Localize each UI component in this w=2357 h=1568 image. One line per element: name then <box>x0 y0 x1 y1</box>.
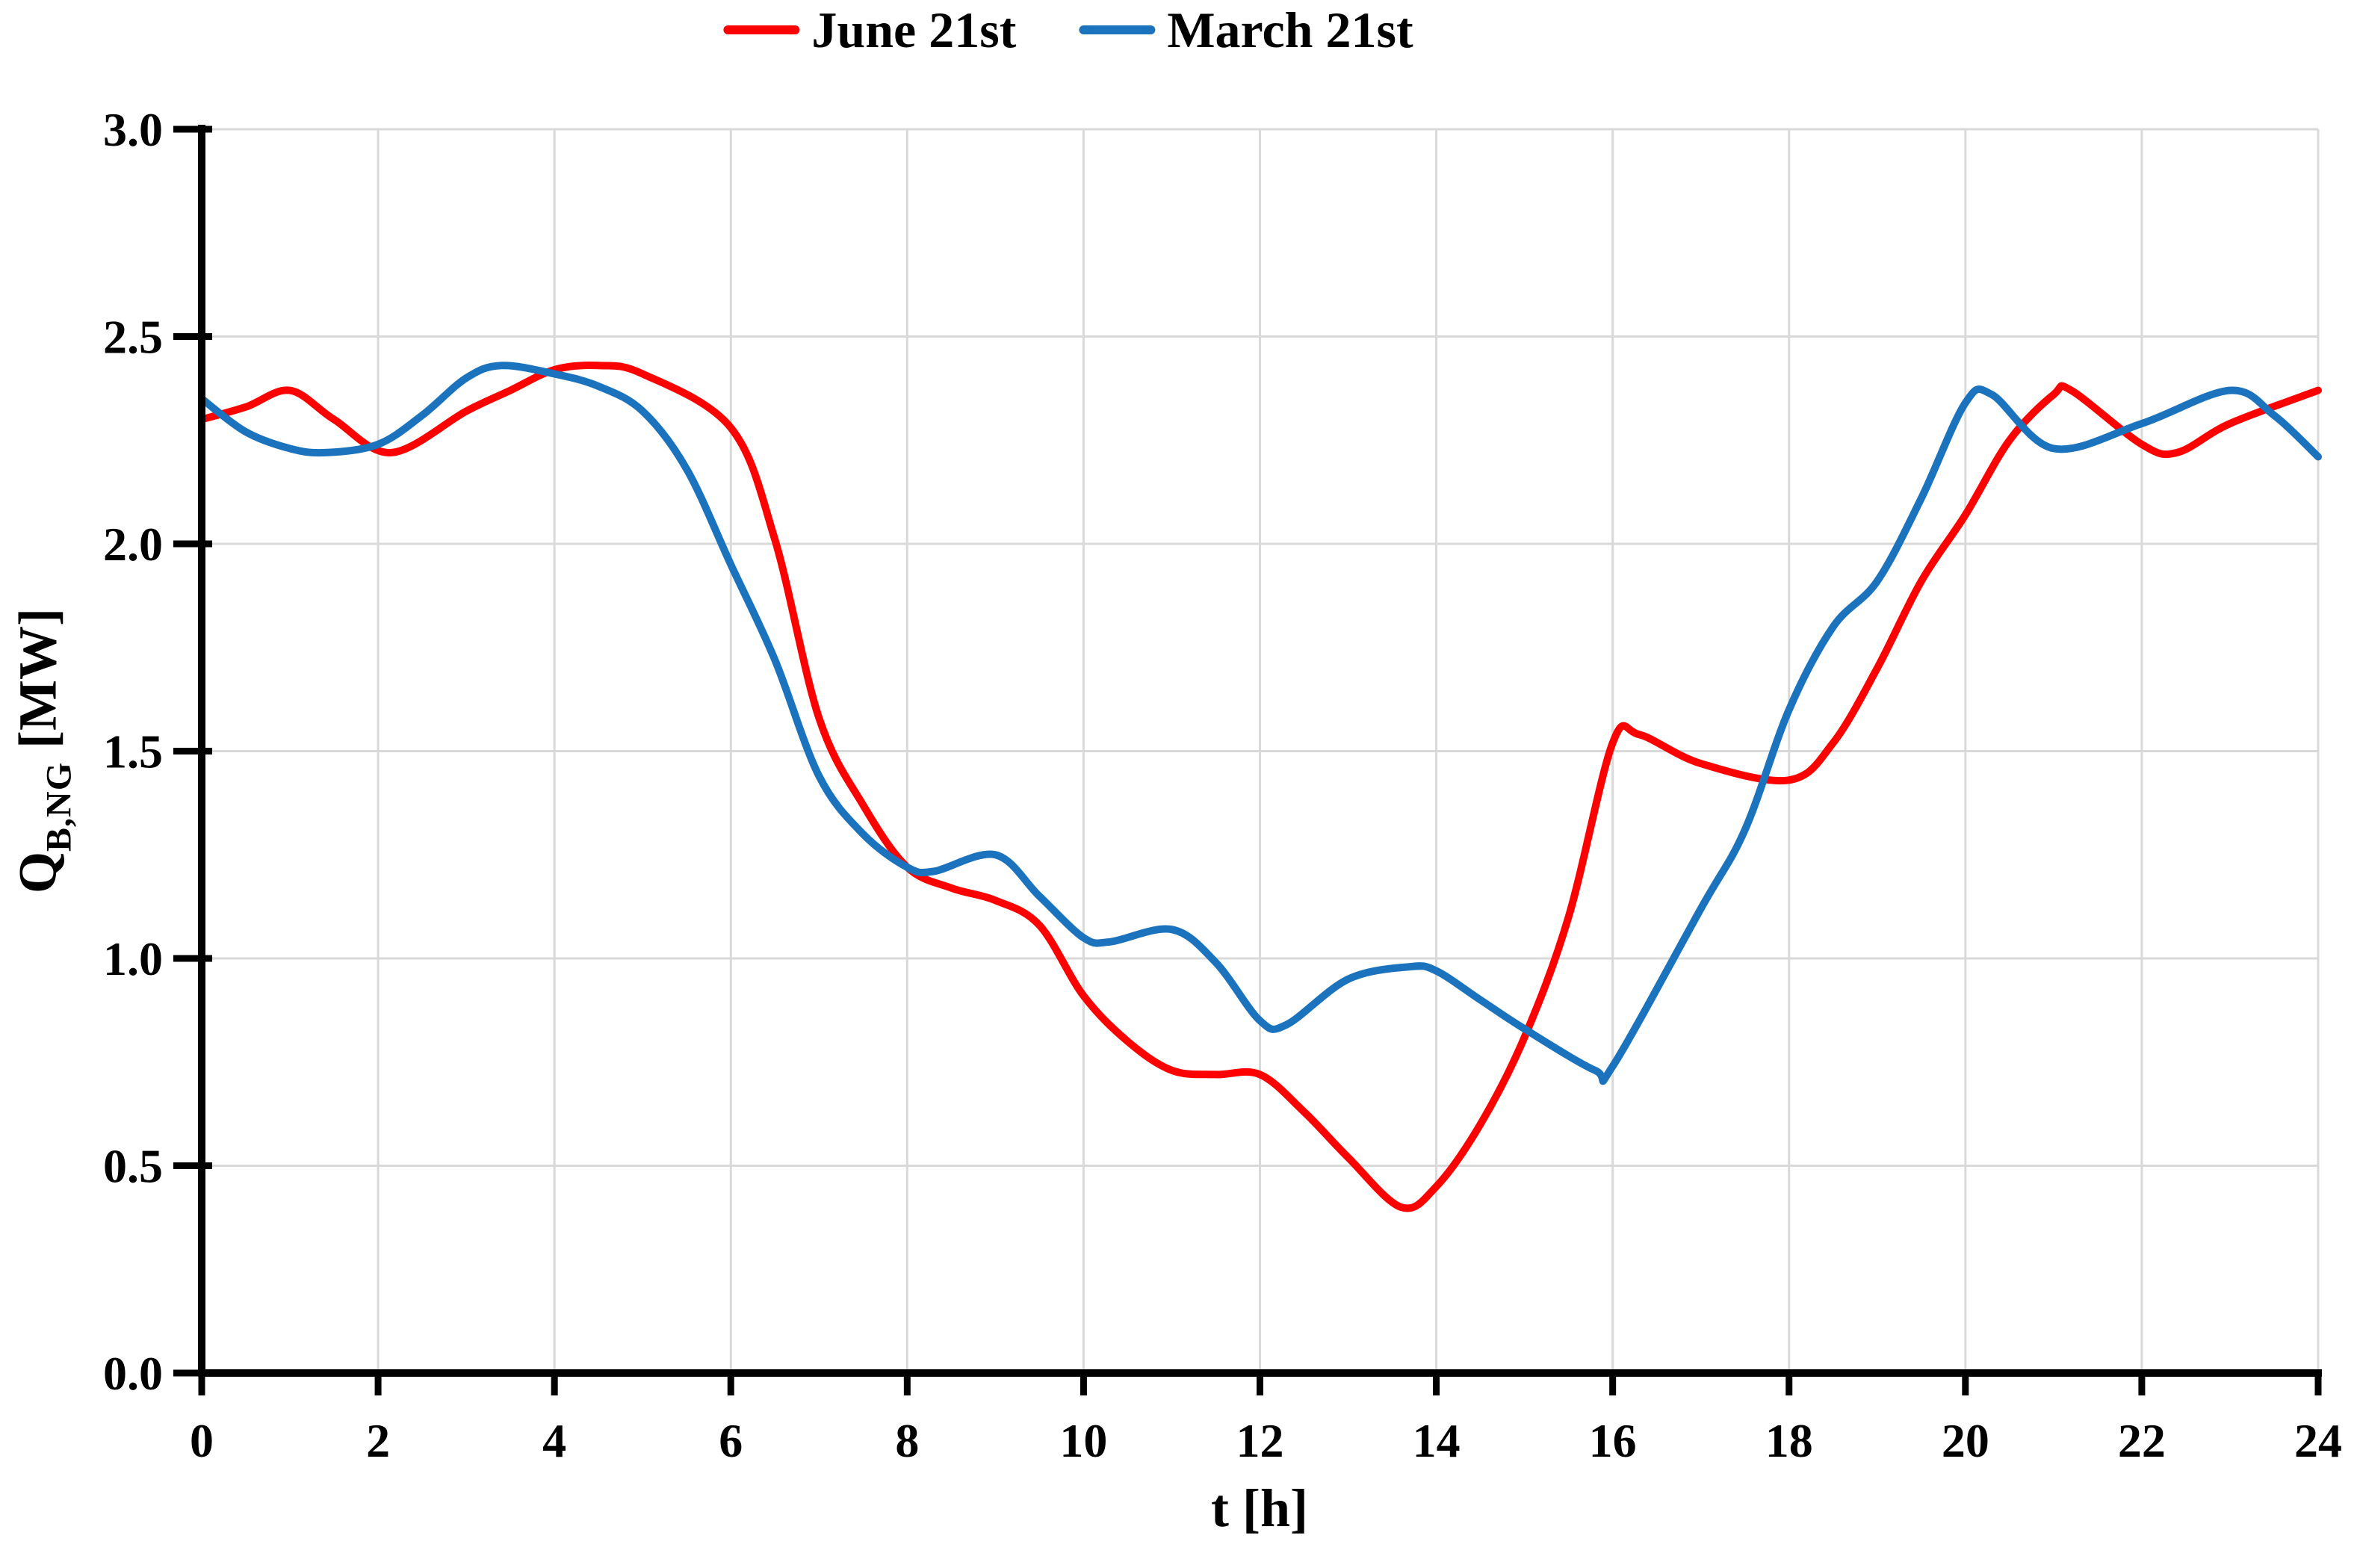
x-tick-label: 2 <box>366 1414 390 1467</box>
x-tick-label: 18 <box>1765 1414 1813 1467</box>
x-tick-label: 8 <box>895 1414 919 1467</box>
x-tick-label: 6 <box>719 1414 743 1467</box>
legend-line-swatch-blue <box>1079 25 1156 34</box>
y-axis-title-unit: [MW] <box>7 608 68 749</box>
y-tick-label: 2.0 <box>103 518 163 571</box>
y-tick-label: 0.5 <box>103 1140 163 1193</box>
x-tick-label: 10 <box>1059 1414 1107 1467</box>
y-tick-label: 0.0 <box>103 1347 163 1400</box>
x-tick-label: 4 <box>542 1414 566 1467</box>
y-tick-label: 1.0 <box>103 932 163 985</box>
legend-label-march-21st: March 21st <box>1167 1 1413 58</box>
x-tick-label: 14 <box>1413 1414 1461 1467</box>
legend-line-swatch-red <box>723 25 800 34</box>
y-tick-label: 3.0 <box>103 103 163 156</box>
legend-item-march-21st: March 21st <box>1079 1 1413 58</box>
x-tick-label: 22 <box>2118 1414 2166 1467</box>
series-line-march-21st <box>198 362 2322 1085</box>
legend-label-june-21st: June 21st <box>811 1 1017 58</box>
series-line-june-21st <box>198 362 2322 1212</box>
y-axis-title: QB,NG [MW] <box>7 608 80 893</box>
x-axis-title: t [h] <box>1211 1478 1308 1538</box>
y-tick-label: 2.5 <box>103 311 163 364</box>
chart-legend: June 21st March 21st <box>723 1 1413 58</box>
x-tick-label: 20 <box>1942 1414 1989 1467</box>
x-tick-label: 24 <box>2294 1414 2342 1467</box>
y-axis-title-symbol: Q <box>7 851 68 893</box>
y-tick-label: 1.5 <box>103 725 163 778</box>
x-tick-label: 16 <box>1589 1414 1637 1467</box>
y-axis-title-subscript: B,NG <box>39 761 79 852</box>
legend-item-june-21st: June 21st <box>723 1 1016 58</box>
x-tick-label: 0 <box>190 1414 214 1467</box>
x-tick-label: 12 <box>1236 1414 1284 1467</box>
